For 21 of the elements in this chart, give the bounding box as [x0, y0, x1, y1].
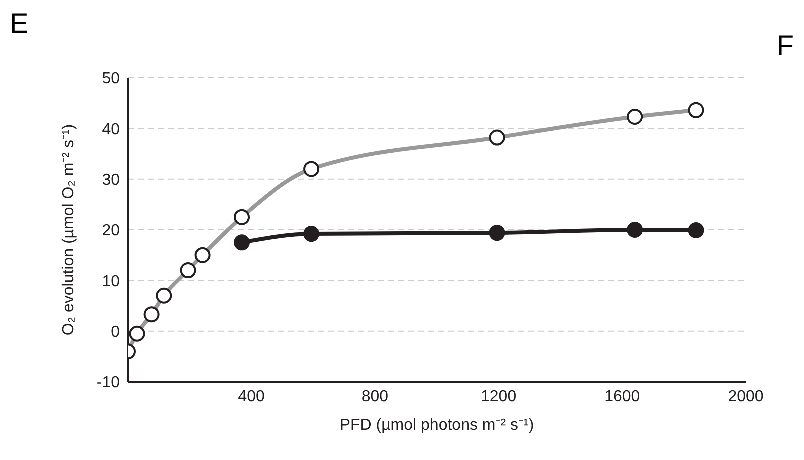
- point: [627, 222, 644, 238]
- x-tick-label: 2000: [728, 388, 764, 406]
- y-tick-label: -10: [96, 374, 120, 392]
- y-tick-label: 50: [102, 70, 120, 88]
- text: E: [10, 8, 29, 40]
- y-tick-label: 40: [102, 121, 120, 138]
- y-tick-label: 30: [102, 172, 120, 190]
- x-tick-label: 1600: [604, 388, 640, 406]
- x-axis-title: PFD (µmol photons m⁻² s⁻¹): [340, 417, 534, 434]
- x-tick-label: 1200: [481, 388, 517, 406]
- point: [489, 225, 506, 242]
- y-axis-title: O₂ evolution (µmol O₂ m⁻² s⁻¹): [60, 124, 78, 336]
- point: [304, 226, 320, 242]
- y-tick-label: 10: [102, 273, 120, 290]
- y-tick-label: 0: [111, 324, 120, 342]
- x-tick-label: 800: [362, 388, 389, 406]
- y-tick-label: 20: [102, 222, 120, 240]
- point: [688, 222, 704, 239]
- text: F: [776, 30, 794, 62]
- x-tick-label: 400: [238, 388, 266, 406]
- point: [234, 234, 250, 251]
